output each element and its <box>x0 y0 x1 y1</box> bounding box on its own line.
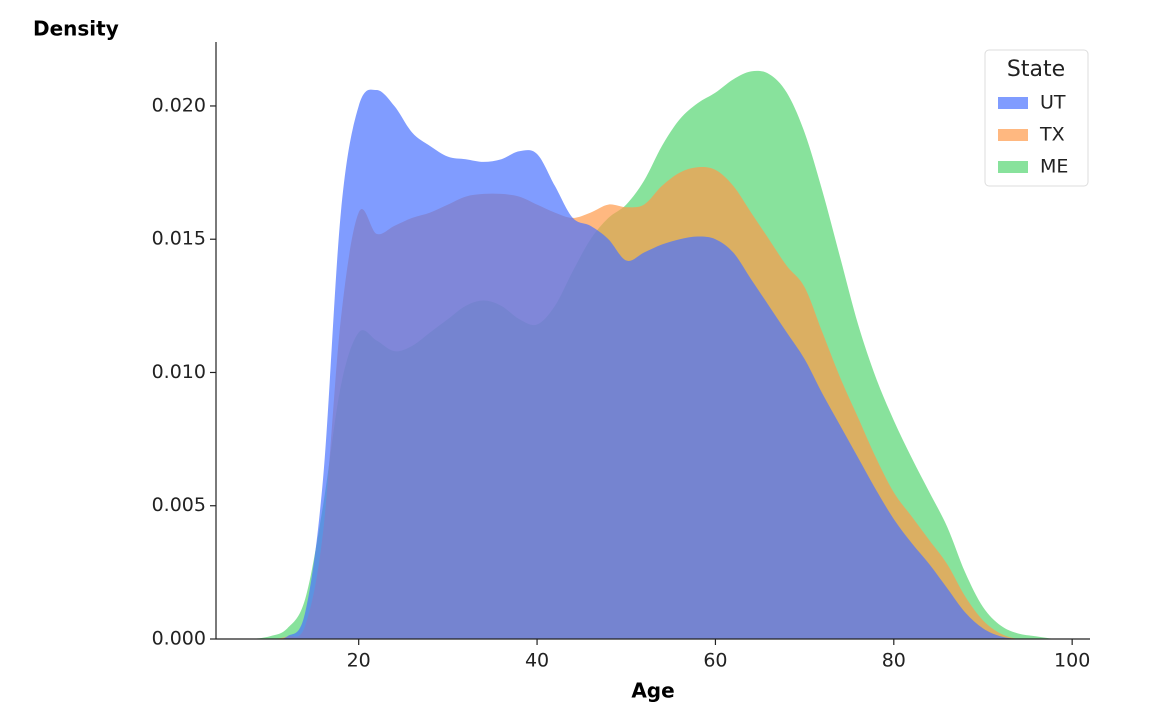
x-axis-label: Age <box>631 679 674 703</box>
legend-swatch <box>998 161 1028 173</box>
legend: State UT TX ME <box>984 49 1089 187</box>
x-tick-label: 40 <box>525 650 549 672</box>
legend-box <box>984 49 1089 187</box>
x-tick-label: 80 <box>882 650 906 672</box>
x-tick-label: 100 <box>1054 650 1090 672</box>
density-area <box>251 89 1055 640</box>
legend-swatch <box>998 129 1028 141</box>
legend-label: ME <box>1040 156 1068 178</box>
legend-swatch <box>998 97 1028 109</box>
y-tick-label: 0.000 <box>152 628 206 650</box>
y-tick-label: 0.010 <box>152 361 206 383</box>
y-tick-label: 0.015 <box>152 228 206 250</box>
x-tick-label: 60 <box>703 650 727 672</box>
legend-label: UT <box>1040 92 1066 114</box>
legend-title: State <box>1007 57 1065 82</box>
x-tick-label: 20 <box>347 650 371 672</box>
areas <box>251 70 1055 640</box>
y-tick-label: 0.020 <box>152 94 206 116</box>
y-axis-label: Density <box>33 17 119 41</box>
legend-label: TX <box>1039 124 1065 146</box>
y-tick-label: 0.005 <box>152 494 206 516</box>
